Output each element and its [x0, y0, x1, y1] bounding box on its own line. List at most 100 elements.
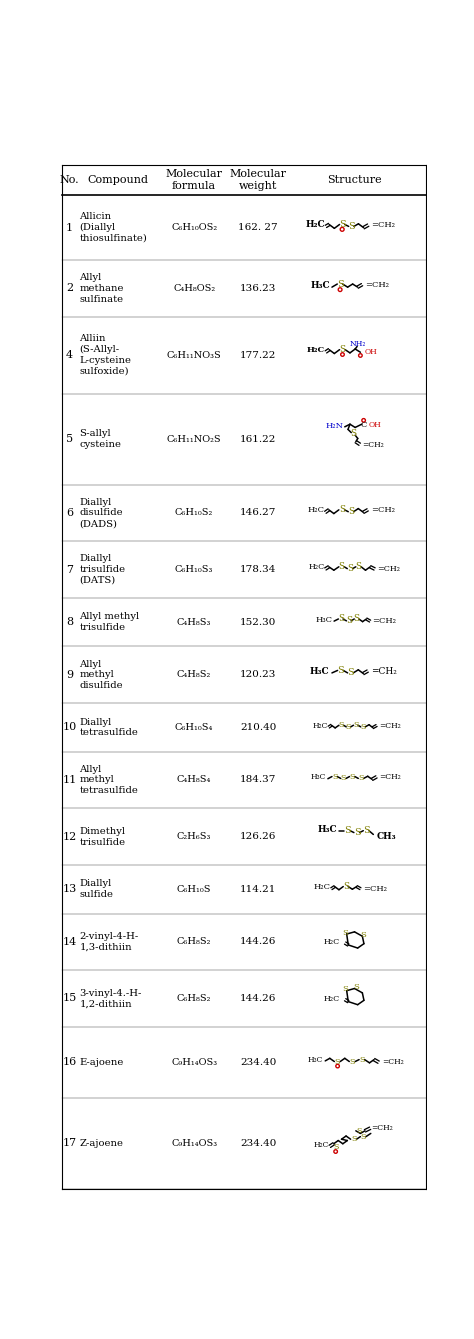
Text: H₂C: H₂C — [306, 221, 325, 229]
Text: 11: 11 — [62, 775, 76, 785]
Text: H₂C: H₂C — [323, 939, 339, 947]
Text: =CH₂: =CH₂ — [379, 722, 401, 730]
Text: 126.26: 126.26 — [240, 832, 276, 841]
Text: S: S — [356, 1127, 362, 1135]
Text: S: S — [351, 1135, 356, 1144]
Text: S: S — [358, 774, 364, 782]
Text: Allyl
methyl
tetrasulfide: Allyl methyl tetrasulfide — [80, 765, 138, 795]
Text: S: S — [353, 722, 359, 730]
Text: Allyl methyl
trisulfide: Allyl methyl trisulfide — [80, 612, 139, 632]
Text: Alliin
(S-Allyl-
L-cysteine
sulfoxide): Alliin (S-Allyl- L-cysteine sulfoxide) — [80, 335, 131, 376]
Text: C₆H₁₀S₄: C₆H₁₀S₄ — [175, 723, 213, 732]
Text: S: S — [346, 616, 352, 625]
Text: S: S — [354, 615, 360, 624]
Text: 234.40: 234.40 — [240, 1138, 276, 1148]
Text: Diallyl
sulfide: Diallyl sulfide — [80, 880, 113, 898]
Text: H₃C: H₃C — [307, 1055, 323, 1063]
Text: 4: 4 — [66, 349, 73, 360]
Text: S: S — [350, 430, 356, 438]
Text: 144.26: 144.26 — [240, 994, 276, 1003]
Text: 8: 8 — [66, 617, 73, 627]
Text: S: S — [343, 929, 348, 937]
Text: C₉H₁₄OS₃: C₉H₁₄OS₃ — [171, 1058, 217, 1067]
Text: C₆H₁₁NO₃S: C₆H₁₁NO₃S — [167, 351, 221, 360]
Text: H₂C: H₂C — [313, 722, 328, 730]
Text: S: S — [332, 773, 337, 781]
Text: S: S — [356, 562, 362, 572]
Text: C₆H₁₀S₃: C₆H₁₀S₃ — [175, 565, 213, 574]
Text: S: S — [353, 983, 359, 991]
Text: S: S — [350, 773, 355, 781]
Text: 114.21: 114.21 — [240, 885, 276, 893]
Text: 17: 17 — [62, 1138, 76, 1148]
Text: C₆H₈S₂: C₆H₈S₂ — [177, 937, 211, 947]
Text: =CH₂: =CH₂ — [377, 565, 401, 573]
Text: Structure: Structure — [327, 175, 382, 185]
Text: C₄H₈S₃: C₄H₈S₃ — [177, 617, 211, 627]
Text: S: S — [338, 562, 345, 572]
Text: 152.30: 152.30 — [240, 617, 276, 627]
Text: 144.26: 144.26 — [240, 937, 276, 947]
Text: C₆H₁₀S: C₆H₁₀S — [177, 885, 211, 893]
Text: 2-vinyl-4-H-
1,3-dithiin: 2-vinyl-4-H- 1,3-dithiin — [80, 932, 139, 952]
Text: =CH₂: =CH₂ — [371, 506, 395, 514]
Text: 120.23: 120.23 — [240, 671, 276, 679]
Text: C₆H₈S₂: C₆H₈S₂ — [177, 994, 211, 1003]
Text: S: S — [348, 507, 354, 517]
Text: S: S — [359, 1055, 365, 1063]
Text: Diallyl
trisulfide
(DATS): Diallyl trisulfide (DATS) — [80, 554, 126, 585]
Text: E-ajoene: E-ajoene — [80, 1058, 124, 1067]
Text: S: S — [344, 826, 351, 836]
Text: 3-vinyl-4.-H-
1,2-dithiin: 3-vinyl-4.-H- 1,2-dithiin — [80, 988, 142, 1008]
Text: NH₂: NH₂ — [350, 340, 366, 348]
Text: S: S — [361, 931, 366, 939]
Text: 162. 27: 162. 27 — [238, 224, 278, 232]
Text: H₃C: H₃C — [316, 616, 332, 624]
Text: S: S — [348, 222, 355, 230]
Text: C₂H₆S₃: C₂H₆S₃ — [177, 832, 211, 841]
Text: 178.34: 178.34 — [240, 565, 276, 574]
Text: 177.22: 177.22 — [240, 351, 276, 360]
Text: 5: 5 — [66, 434, 73, 445]
Text: =CH₂: =CH₂ — [363, 885, 387, 893]
Text: S: S — [346, 723, 351, 731]
Text: 7: 7 — [66, 565, 73, 574]
Text: 136.23: 136.23 — [240, 284, 276, 293]
Text: S: S — [339, 505, 345, 514]
Text: =CH₂: =CH₂ — [371, 667, 397, 676]
Text: Diallyl
tetrasulfide: Diallyl tetrasulfide — [80, 718, 138, 738]
Text: S: S — [341, 774, 346, 782]
Text: S: S — [343, 882, 349, 890]
Text: 210.40: 210.40 — [240, 723, 276, 732]
Text: S: S — [335, 1058, 340, 1066]
Text: H₂C: H₂C — [307, 347, 325, 355]
Text: C₄H₈OS₂: C₄H₈OS₂ — [173, 284, 215, 293]
Text: =CH₂: =CH₂ — [380, 773, 401, 781]
Text: S: S — [361, 1133, 366, 1141]
Text: S: S — [338, 722, 344, 730]
Text: S: S — [337, 665, 344, 675]
Text: 13: 13 — [62, 884, 76, 894]
Text: OH: OH — [365, 348, 377, 356]
Text: 9: 9 — [66, 670, 73, 680]
Text: S: S — [363, 826, 370, 836]
Text: C₄H₈S₄: C₄H₈S₄ — [177, 775, 211, 785]
Text: 16: 16 — [62, 1058, 76, 1067]
Text: Diallyl
disulfide
(DADS): Diallyl disulfide (DADS) — [80, 498, 123, 528]
Text: S: S — [347, 668, 354, 678]
Text: 15: 15 — [62, 994, 76, 1003]
Text: =CH₂: =CH₂ — [382, 1058, 404, 1066]
Text: C₆H₁₁NO₂S: C₆H₁₁NO₂S — [167, 435, 221, 443]
Text: 10: 10 — [62, 722, 76, 732]
Text: =CH₂: =CH₂ — [365, 281, 389, 289]
Text: Molecular
formula: Molecular formula — [165, 169, 223, 190]
Text: 146.27: 146.27 — [240, 509, 276, 517]
Text: S: S — [350, 1058, 356, 1066]
Text: 12: 12 — [62, 832, 76, 842]
Text: H₃C: H₃C — [310, 281, 330, 291]
Text: Z-ajoene: Z-ajoene — [80, 1138, 123, 1148]
Text: No.: No. — [60, 175, 79, 185]
Text: H₂C: H₂C — [309, 564, 325, 572]
Text: S: S — [339, 345, 346, 353]
Text: H₃C: H₃C — [310, 667, 329, 676]
